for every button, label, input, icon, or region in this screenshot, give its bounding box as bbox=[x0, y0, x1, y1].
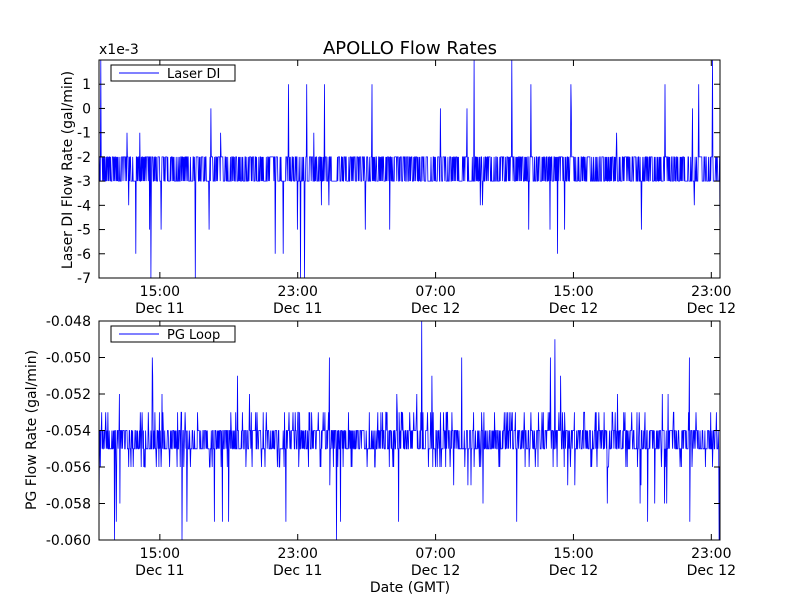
y-tick-label: -1 bbox=[77, 126, 91, 142]
legend-label: PG Loop bbox=[167, 328, 220, 343]
x-tick-label-time: 15:00 bbox=[140, 546, 180, 562]
top-y-axis-label: Laser DI Flow Rate (gal/min) bbox=[60, 71, 76, 269]
x-tick-label-date: Dec 11 bbox=[135, 563, 184, 579]
y-tick-label: -0.060 bbox=[46, 533, 91, 549]
x-tick-label-date: Dec 12 bbox=[549, 301, 598, 317]
y-tick-label: 1 bbox=[82, 77, 91, 93]
y-tick-label: -0.050 bbox=[46, 351, 91, 367]
x-tick-label-time: 07:00 bbox=[415, 546, 455, 562]
y-tick-label: -0.048 bbox=[46, 314, 91, 330]
x-tick-label-date: Dec 11 bbox=[273, 563, 322, 579]
x-tick-label-time: 15:00 bbox=[140, 284, 180, 300]
plot-frame bbox=[98, 59, 721, 279]
y-tick-label: -2 bbox=[77, 150, 91, 166]
x-tick-label-time: 23:00 bbox=[278, 546, 318, 562]
legend-label: Laser DI bbox=[167, 67, 220, 82]
x-tick-label-time: 15:00 bbox=[553, 284, 593, 300]
top-offset-label: x1e-3 bbox=[99, 42, 139, 58]
pg-loop-plot: -0.060 -0.058 -0.056 -0.054 -0.052 -0.050 -0.0… bbox=[46, 314, 736, 579]
bottom-y-axis-label: PG Flow Rate (gal/min) bbox=[24, 350, 40, 510]
x-tick-label-date: Dec 12 bbox=[687, 301, 736, 317]
y-tick-label: -0.054 bbox=[46, 424, 91, 440]
x-tick-label-date: Dec 12 bbox=[411, 301, 460, 317]
figure-title: APOLLO Flow Rates bbox=[323, 38, 497, 59]
y-tick-label: -7 bbox=[77, 271, 91, 287]
series-line-pg-loop bbox=[99, 321, 720, 540]
legend-box bbox=[110, 325, 236, 343]
y-tick-label: -3 bbox=[77, 174, 91, 190]
x-tick-label-time: 23:00 bbox=[691, 546, 731, 562]
y-tick-label: -4 bbox=[77, 198, 91, 214]
x-tick-label-date: Dec 11 bbox=[135, 301, 184, 317]
y-tick-label: 0 bbox=[82, 101, 91, 117]
series-line-laser-di bbox=[99, 60, 720, 278]
y-tick-label: -0.052 bbox=[46, 387, 91, 403]
legend: Laser DI bbox=[110, 64, 236, 82]
x-tick-label-time: 15:00 bbox=[553, 546, 593, 562]
x-tick-label-time: 23:00 bbox=[278, 284, 318, 300]
legend: PG Loop bbox=[110, 325, 236, 343]
y-tick-label: -5 bbox=[77, 223, 91, 239]
x-axis-label: Date (GMT) bbox=[370, 580, 450, 596]
x-tick-label-time: 07:00 bbox=[415, 284, 455, 300]
y-tick-label: -6 bbox=[77, 247, 91, 263]
x-tick-label-date: Dec 11 bbox=[273, 301, 322, 317]
legend-box bbox=[110, 64, 236, 82]
x-tick-label-date: Dec 12 bbox=[687, 563, 736, 579]
x-tick-label-time: 23:00 bbox=[691, 284, 731, 300]
x-tick-label-date: Dec 12 bbox=[549, 563, 598, 579]
x-tick-label-date: Dec 12 bbox=[411, 563, 460, 579]
y-tick-label: -0.058 bbox=[46, 497, 91, 513]
y-tick-label: -0.056 bbox=[46, 460, 91, 476]
